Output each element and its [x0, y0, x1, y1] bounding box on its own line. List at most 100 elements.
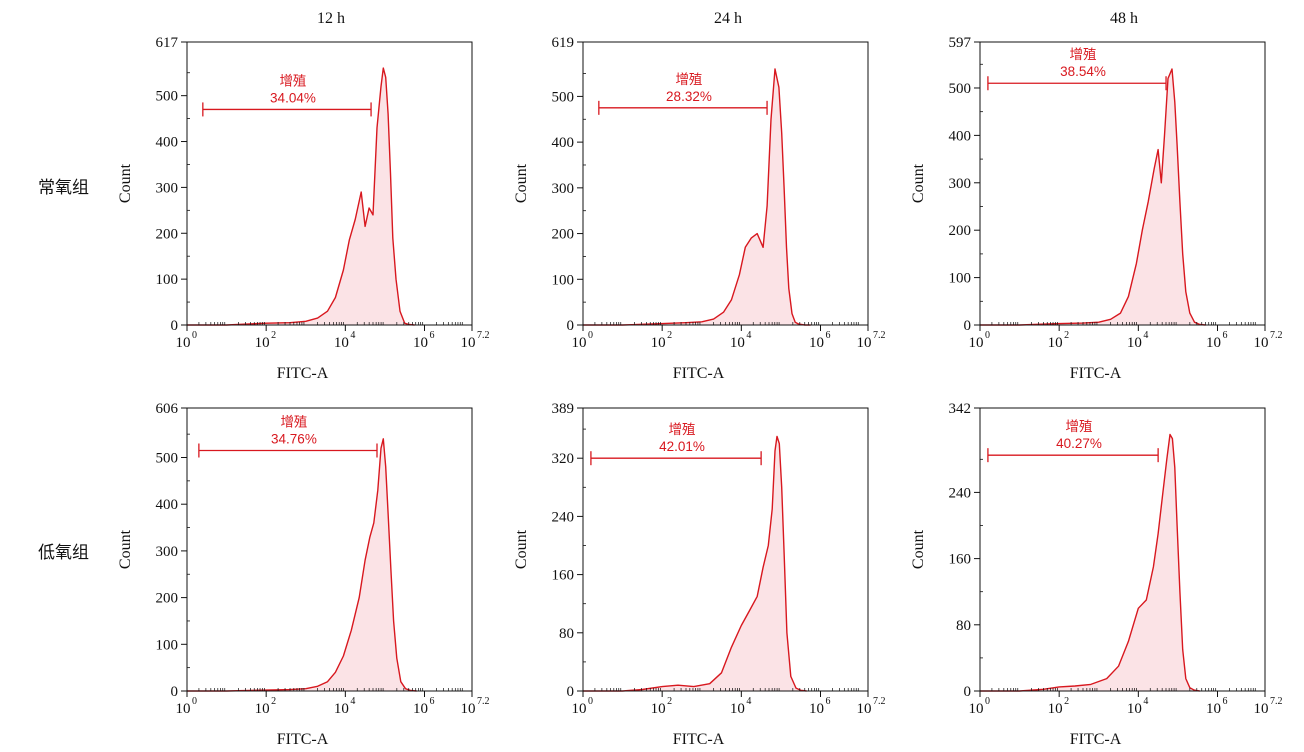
- x-tick-label: 10: [1206, 701, 1221, 717]
- x-tick-label: 10: [809, 335, 824, 351]
- gate-name: 增殖: [675, 71, 702, 87]
- x-tick-exponent: 6: [430, 330, 435, 341]
- y-tick-label: 400: [156, 135, 179, 151]
- y-tick-label: 500: [156, 451, 179, 467]
- x-tick-exponent: 4: [746, 330, 751, 341]
- gate-percent: 40.27%: [1056, 436, 1102, 451]
- y-axis-label: Count: [910, 529, 927, 569]
- x-tick-label: 10: [255, 701, 270, 717]
- x-tick-label: 10: [651, 335, 666, 351]
- x-tick-exponent: 2: [271, 696, 276, 707]
- x-tick-exponent: 7.2: [873, 330, 886, 341]
- x-tick-exponent: 7.2: [873, 696, 886, 707]
- y-tick-label: 100: [156, 637, 179, 653]
- x-tick-label: 10: [857, 335, 872, 351]
- plot-frame: [582, 41, 869, 326]
- gate-name: 增殖: [1069, 46, 1096, 62]
- x-tick-exponent: 0: [588, 330, 593, 341]
- y-tick-label: 500: [156, 89, 179, 105]
- y-tick-label: 0: [567, 684, 575, 700]
- x-tick-exponent: 7.2: [477, 696, 490, 707]
- y-tick-label: 400: [949, 128, 972, 144]
- y-tick-label: 240: [552, 509, 575, 525]
- x-tick-label: 10: [572, 701, 587, 717]
- y-tick-label: 619: [552, 35, 575, 51]
- x-tick-exponent: 4: [1143, 330, 1148, 341]
- x-tick-label: 10: [969, 335, 984, 351]
- histogram-fill: [187, 68, 415, 325]
- y-tick-label: 100: [156, 272, 179, 288]
- x-tick-label: 10: [413, 335, 428, 351]
- x-tick-label: 10: [572, 335, 587, 351]
- x-tick-label: 10: [176, 701, 191, 717]
- x-tick-exponent: 7.2: [1270, 330, 1283, 341]
- x-tick-label: 10: [1048, 701, 1063, 717]
- x-tick-exponent: 6: [826, 696, 831, 707]
- x-tick-label: 10: [413, 701, 428, 717]
- plot-frame: [582, 407, 869, 692]
- y-tick-label: 200: [552, 227, 575, 243]
- histogram-fill: [980, 434, 1200, 691]
- x-tick-label: 10: [461, 335, 476, 351]
- x-tick-label: 10: [1127, 335, 1142, 351]
- y-tick-label: 200: [949, 223, 972, 239]
- x-tick-label: 10: [461, 701, 476, 717]
- x-tick-exponent: 0: [588, 696, 593, 707]
- x-tick-label: 10: [1254, 335, 1269, 351]
- x-tick-label: 10: [334, 335, 349, 351]
- y-axis-label: Count: [117, 529, 134, 569]
- plot-frame: [979, 407, 1266, 692]
- x-tick-label: 10: [809, 701, 824, 717]
- x-tick-exponent: 2: [667, 330, 672, 341]
- x-tick-exponent: 6: [1223, 330, 1228, 341]
- x-tick-label: 10: [334, 701, 349, 717]
- x-tick-label: 10: [1127, 701, 1142, 717]
- x-tick-label: 10: [651, 701, 666, 717]
- histogram-line: [187, 67, 415, 326]
- histogram-line: [583, 435, 807, 692]
- x-tick-label: 10: [730, 335, 745, 351]
- x-tick-label: 10: [857, 701, 872, 717]
- y-tick-label: 0: [171, 684, 179, 700]
- histogram-fill: [583, 69, 811, 325]
- row-label-normoxia: 常氧组: [38, 178, 89, 198]
- gate-percent: 34.04%: [270, 90, 316, 105]
- y-tick-label: 200: [156, 226, 179, 242]
- y-tick-label: 400: [156, 497, 179, 513]
- column-title-1: 24 h: [714, 10, 742, 27]
- histogram-line: [980, 68, 1206, 326]
- x-tick-exponent: 4: [746, 696, 751, 707]
- x-axis-label: FITC-A: [1070, 731, 1122, 748]
- x-axis-label: FITC-A: [673, 365, 725, 382]
- y-tick-label: 160: [949, 552, 972, 568]
- x-tick-label: 10: [1048, 335, 1063, 351]
- x-tick-exponent: 6: [826, 330, 831, 341]
- x-tick-label: 10: [730, 701, 745, 717]
- plot-frame: [979, 41, 1266, 326]
- y-tick-label: 597: [949, 35, 972, 51]
- y-axis-label: Count: [117, 163, 134, 203]
- y-tick-label: 0: [964, 318, 972, 334]
- y-tick-label: 617: [156, 35, 179, 51]
- y-tick-label: 389: [552, 401, 575, 417]
- x-tick-exponent: 2: [1064, 330, 1069, 341]
- gate-name: 增殖: [279, 72, 306, 88]
- histogram-fill: [187, 438, 417, 691]
- x-tick-exponent: 4: [350, 696, 355, 707]
- x-tick-exponent: 2: [1064, 696, 1069, 707]
- histogram-line: [583, 68, 811, 326]
- y-axis-label: Count: [513, 163, 530, 203]
- y-tick-label: 500: [949, 81, 972, 97]
- y-tick-label: 300: [552, 181, 575, 197]
- y-tick-label: 400: [552, 135, 575, 151]
- y-tick-label: 80: [956, 618, 971, 634]
- y-tick-label: 80: [559, 626, 574, 642]
- y-tick-label: 0: [964, 684, 972, 700]
- y-tick-label: 606: [156, 401, 179, 417]
- x-tick-label: 10: [255, 335, 270, 351]
